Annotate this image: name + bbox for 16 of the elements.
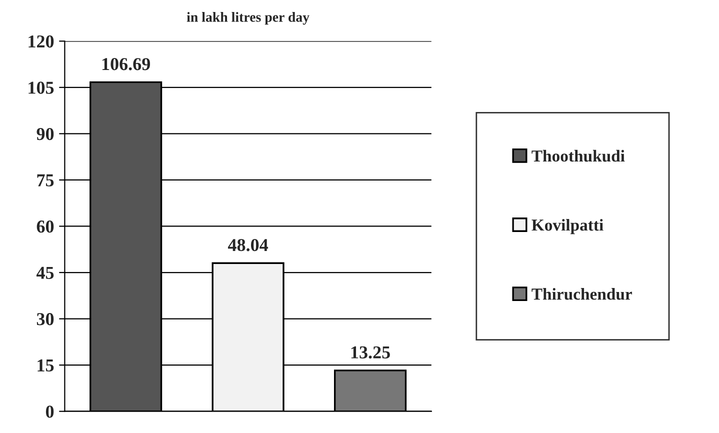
chart-title: in lakh litres per day bbox=[186, 12, 310, 25]
y-tick-label: 0 bbox=[46, 406, 54, 418]
y-tick-label: 60 bbox=[36, 220, 54, 233]
legend-label: Thoothukudi bbox=[532, 150, 625, 162]
y-tick-label: 120 bbox=[28, 35, 54, 48]
legend-label: Kovilpatti bbox=[532, 218, 604, 234]
data-label: 48.04 bbox=[228, 238, 268, 252]
data-label: 13.25 bbox=[351, 346, 390, 359]
y-tick-label: 105 bbox=[28, 82, 54, 94]
y-tick-label: 45 bbox=[36, 266, 54, 279]
y-tick-label: 15 bbox=[38, 359, 54, 372]
legend-label: Thiruchendur bbox=[532, 288, 632, 300]
y-tick-label: 90 bbox=[36, 128, 54, 140]
y-tick-label: 30 bbox=[36, 313, 54, 326]
data-label: 106.69 bbox=[102, 58, 150, 70]
y-tick-label: 75 bbox=[37, 174, 54, 186]
